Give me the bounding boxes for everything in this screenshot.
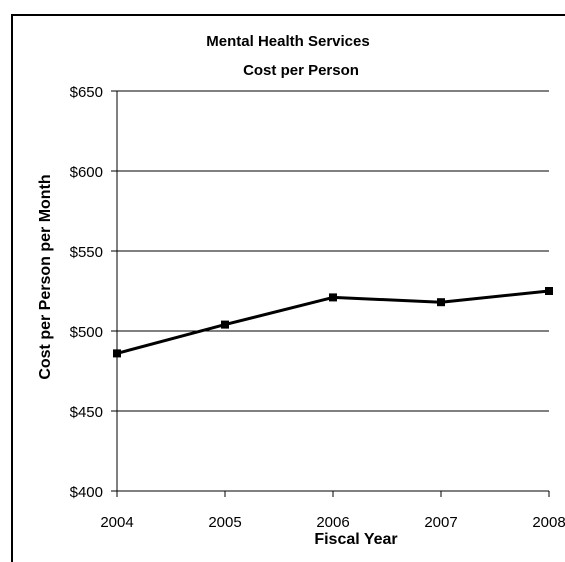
series — [113, 287, 553, 358]
y-tick-label: $400 — [70, 484, 103, 501]
data-point-marker — [545, 287, 553, 295]
data-point-marker — [437, 298, 445, 307]
gridlines — [117, 90, 549, 412]
x-tick-label: 2008 — [532, 514, 565, 531]
y-tick-label: $550 — [70, 244, 103, 261]
x-axis-label: Fiscal Year — [314, 531, 397, 548]
y-axis-label: Cost per Person per Month — [37, 174, 54, 379]
data-point-marker — [113, 349, 121, 358]
x-tick-label: 2006 — [316, 514, 349, 531]
y-tick-labels: $400 $450 $500 $550 $600 $650 — [70, 84, 103, 501]
x-tick-labels: 2004 2005 2006 2007 2008 — [100, 514, 565, 531]
y-tick-label: $650 — [70, 84, 103, 101]
x-tick-label: 2005 — [208, 514, 241, 531]
data-point-marker — [221, 320, 229, 329]
y-tick-label: $600 — [70, 164, 103, 181]
x-tick-label: 2007 — [424, 514, 457, 531]
axes — [111, 90, 550, 497]
x-tick-label: 2004 — [100, 514, 133, 531]
chart-title: Mental Health Services — [206, 33, 369, 50]
y-tick-label: $500 — [70, 324, 103, 341]
y-tick-label: $450 — [70, 404, 103, 421]
chart-subtitle: Cost per Person — [243, 62, 359, 79]
data-point-marker — [329, 293, 337, 302]
